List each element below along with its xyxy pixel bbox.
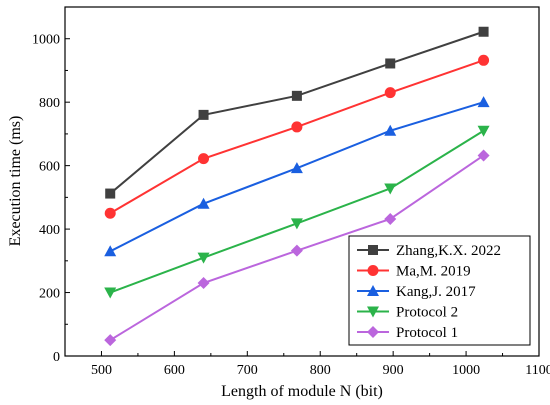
x-tick-label: 500 [91,363,112,378]
data-point [198,153,210,165]
series-group [105,26,489,199]
series-group [104,96,490,257]
legend-marker [367,306,379,318]
series-layer [104,26,490,347]
x-tick-label: 600 [164,363,185,378]
y-tick-label: 1000 [32,33,60,48]
y-tick-label: 200 [39,287,60,302]
legend: Zhang,K.X. 2022 Ma,M. 2019 Kang,J. 2017 Pro… [348,235,531,346]
legend-label: Ma,M. 2019 [396,264,471,280]
data-point [104,334,117,347]
data-point [104,207,116,219]
data-point [384,124,397,136]
x-axis: 500 600 700 800 900 1000 1100 [91,351,550,378]
data-point [478,26,489,37]
x-tick-label: 1000 [452,363,480,378]
legend-label: Protocol 2 [396,305,458,321]
data-point [385,58,396,69]
legend-label: Zhang,K.X. 2022 [396,243,501,259]
x-tick-label: 700 [237,363,258,378]
y-tick-label: 400 [39,223,60,238]
data-point [290,218,303,230]
data-point [105,188,116,199]
legend-marker [367,285,379,296]
data-point [478,54,490,66]
data-point [384,87,396,99]
legend-marker [367,326,379,338]
y-axis-title: Execution time (ms) [7,116,24,247]
series-group [104,125,490,299]
series-line [109,59,484,215]
plot-frame [64,6,540,357]
data-point [477,96,490,108]
legend-label: Kang,J. 2017 [396,284,476,300]
series-group [104,54,490,219]
x-tick-label: 800 [310,363,331,378]
data-point [384,183,397,195]
data-point [291,90,302,101]
data-point [104,245,117,257]
legend-label: Protocol 1 [396,325,458,341]
data-point [198,109,209,120]
y-tick-label: 800 [39,96,60,111]
data-point [384,212,397,225]
x-tick-label: 900 [383,363,404,378]
x-tick-label: 1100 [525,363,550,378]
data-point [104,287,117,299]
series-group [104,149,490,347]
data-point [291,121,303,133]
legend-marker [368,245,378,255]
y-axis: 0 200 400 600 800 1000 [32,33,70,365]
data-point [290,162,303,174]
y-tick-label: 600 [39,160,60,175]
data-point [197,277,210,290]
data-point [290,244,303,257]
data-point [477,125,490,137]
data-point [197,252,210,264]
x-axis-title: Length of module N (bit) [221,383,383,400]
data-point [477,149,490,162]
data-point [197,197,210,209]
y-tick-label: 0 [53,350,60,365]
legend-marker [367,265,379,276]
